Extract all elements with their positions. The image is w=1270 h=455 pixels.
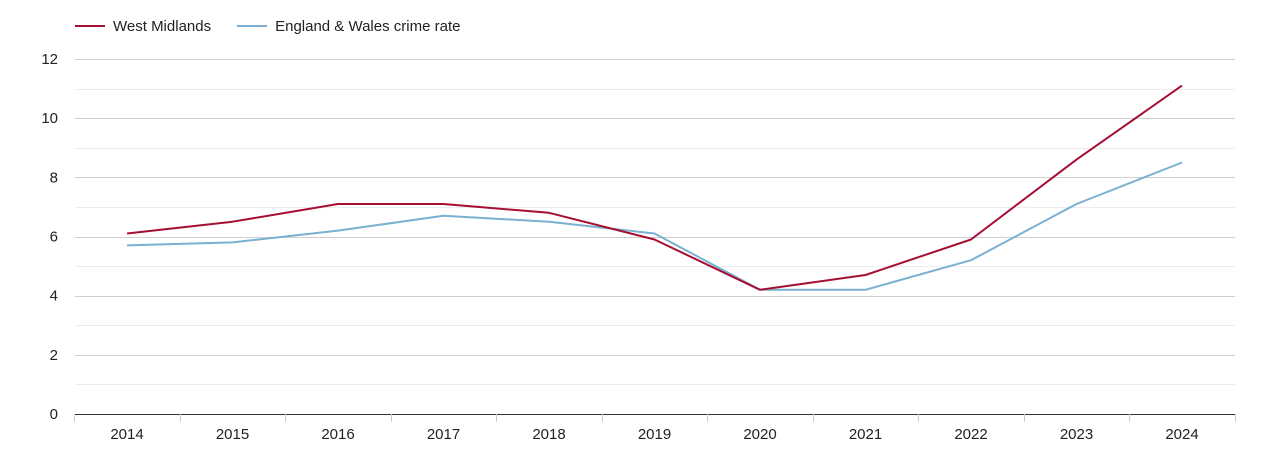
x-tick-label-2022: 2022 [954, 426, 987, 443]
x-tick-label-2014: 2014 [110, 426, 143, 443]
y-tick-label-2: 2 [50, 347, 58, 364]
x-tick-label-2021: 2021 [849, 426, 882, 443]
x-tick-label-2023: 2023 [1060, 426, 1093, 443]
x-tick-label-2020: 2020 [743, 426, 776, 443]
legend-item-west-midlands[interactable]: West Midlands [75, 18, 211, 35]
y-tick-label-10: 10 [41, 110, 58, 127]
y-tick-label-0: 0 [50, 406, 58, 423]
legend-swatch-england-wales [237, 25, 267, 27]
legend-label-england-wales: England & Wales crime rate [275, 18, 460, 35]
legend-item-england-wales[interactable]: England & Wales crime rate [237, 18, 460, 35]
legend-label-west-midlands: West Midlands [113, 18, 211, 35]
y-tick-label-12: 12 [41, 51, 58, 68]
x-tick-label-2018: 2018 [532, 426, 565, 443]
legend: West Midlands England & Wales crime rate [75, 16, 460, 36]
legend-swatch-west-midlands [75, 25, 105, 27]
y-tick-label-8: 8 [50, 169, 58, 186]
x-tick-label-2019: 2019 [638, 426, 671, 443]
y-tick-label-6: 6 [50, 229, 58, 246]
x-tick-label-2016: 2016 [321, 426, 354, 443]
y-tick-label-4: 4 [50, 288, 58, 305]
series-line-west-midlands [127, 86, 1182, 290]
x-tick-label-2024: 2024 [1165, 426, 1198, 443]
x-tick-label-2017: 2017 [427, 426, 460, 443]
x-tick-label-2015: 2015 [216, 426, 249, 443]
series-line-england-wales-crime-rate [127, 163, 1182, 290]
